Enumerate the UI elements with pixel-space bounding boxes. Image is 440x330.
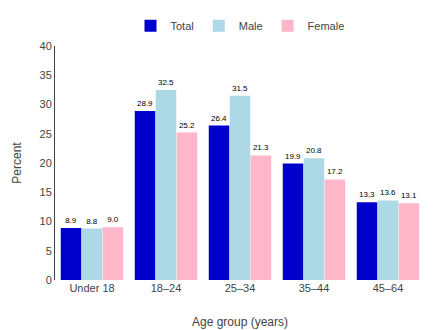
svg-text:Male: Male	[239, 20, 263, 32]
svg-text:20.8: 20.8	[306, 146, 322, 155]
svg-text:26.4: 26.4	[211, 114, 227, 123]
svg-text:20: 20	[40, 157, 52, 169]
svg-text:25.2: 25.2	[179, 121, 195, 130]
svg-text:Under 18: Under 18	[69, 282, 114, 294]
svg-text:5: 5	[46, 245, 52, 257]
svg-text:8.9: 8.9	[65, 216, 77, 225]
svg-text:35: 35	[40, 69, 52, 81]
svg-text:Female: Female	[308, 20, 345, 32]
svg-text:40: 40	[40, 40, 52, 52]
svg-text:15: 15	[40, 186, 52, 198]
svg-text:8.8: 8.8	[86, 217, 98, 226]
svg-text:31.5: 31.5	[232, 84, 248, 93]
svg-text:17.2: 17.2	[327, 167, 343, 176]
svg-text:13.1: 13.1	[401, 191, 417, 200]
svg-text:10: 10	[40, 215, 52, 227]
svg-text:32.5: 32.5	[158, 78, 174, 87]
svg-text:21.3: 21.3	[253, 143, 269, 152]
svg-text:Total: Total	[171, 20, 194, 32]
svg-text:13.6: 13.6	[380, 188, 396, 197]
svg-text:13.3: 13.3	[359, 190, 375, 199]
svg-text:0: 0	[46, 274, 52, 286]
svg-text:Age group (years): Age group (years)	[192, 315, 288, 329]
svg-text:45–64: 45–64	[373, 282, 404, 294]
svg-text:35–44: 35–44	[299, 282, 330, 294]
svg-text:25: 25	[40, 128, 52, 140]
svg-text:30: 30	[40, 98, 52, 110]
svg-text:19.9: 19.9	[285, 152, 301, 161]
svg-text:Percent: Percent	[10, 142, 24, 184]
svg-text:18–24: 18–24	[151, 282, 182, 294]
svg-text:25–34: 25–34	[225, 282, 256, 294]
svg-text:9.0: 9.0	[107, 215, 119, 224]
svg-text:28.9: 28.9	[137, 99, 153, 108]
